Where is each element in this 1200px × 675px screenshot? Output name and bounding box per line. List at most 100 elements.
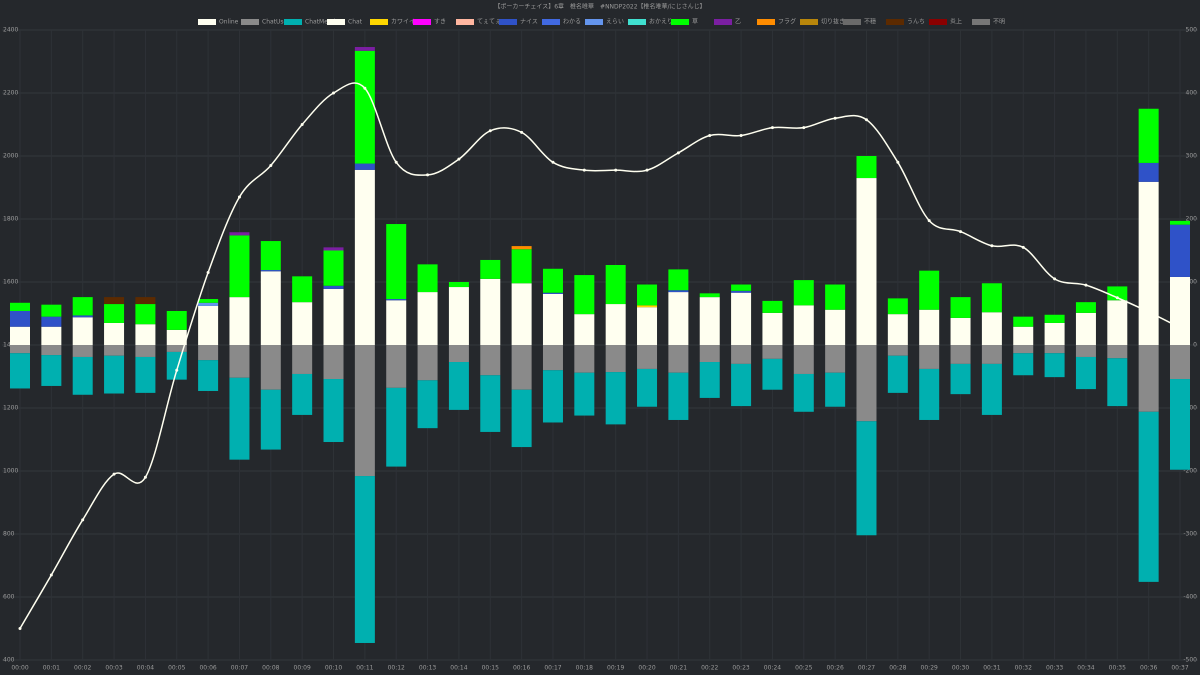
online-point [520,130,524,134]
bar-segment [762,345,783,359]
legend-swatch [800,19,818,25]
online-point [300,123,304,126]
bar-segment [480,375,501,432]
x-tick-label: 00:13 [419,665,436,672]
legend-label: ナイス [520,19,538,26]
bar-segment [41,355,62,386]
bar-segment [919,309,940,345]
bar-segment [637,345,658,369]
bar-segment [229,297,250,345]
bar-segment [260,270,281,272]
legend-label: 乙 [735,19,741,26]
bar-segment [1044,322,1065,345]
bar-segment [1138,411,1159,582]
bar-segment [605,372,626,425]
bar-segment [1013,345,1034,354]
y2-tick-label: -400 [1183,594,1197,601]
online-point [959,230,963,234]
online-point [896,160,900,164]
bar-segment [950,317,971,345]
bar-segment [919,345,940,369]
legend-swatch [886,19,904,25]
bar-segment [166,345,187,352]
bar-segment [480,278,501,345]
legend-swatch [757,19,775,25]
bar-segment [762,358,783,390]
bar-segment [825,345,846,373]
online-point [1147,310,1151,314]
bar-segment [354,476,375,643]
bar-segment [1138,345,1159,412]
legend-label: うんち [907,19,925,26]
bar-segment [41,316,62,327]
bar-segment [41,304,62,317]
online-point [1021,245,1025,249]
legend-label: 不穏 [864,18,876,26]
bar-segment [825,372,846,407]
bar-segment [354,163,375,170]
legend-label: Online [219,19,239,26]
bar-segment [887,345,908,356]
bar-segment [637,305,658,308]
bar-segment [104,345,125,356]
x-tick-label: 00:16 [513,665,530,672]
online-point [708,134,712,138]
bar-segment [323,345,344,380]
bar-segment [229,345,250,378]
bar-segment [919,270,940,310]
bar-segment [950,297,971,318]
legend-swatch [499,19,517,25]
online-point [1115,296,1119,300]
y-tick-label: 2400 [3,27,18,34]
bar-segment [1044,353,1065,378]
bar-segment [229,235,250,298]
bar-segment [41,326,62,345]
x-tick-label: 00:01 [43,665,60,672]
bar-segment [1075,345,1096,357]
legend-label: 切り抜き [821,18,845,26]
legend-swatch [413,19,431,25]
bar-segment [731,284,752,291]
bar-segment [668,292,689,345]
online-point [269,163,273,167]
bar-segment [386,224,407,300]
y2-tick-label: 300 [1186,153,1198,160]
bar-segment [762,312,783,345]
bar-segment [950,345,971,364]
legend-swatch [972,19,990,25]
x-tick-label: 00:32 [1015,665,1032,672]
bar-segment [260,389,281,450]
x-tick-label: 00:24 [764,665,781,672]
legend-swatch [542,19,560,25]
bar-segment [417,292,438,345]
y2-tick-label: -300 [1183,531,1197,538]
bar-segment [574,372,595,416]
online-point [551,160,555,164]
bar-segment [354,169,375,345]
x-tick-label: 00:08 [262,665,279,672]
bar-segment [323,288,344,345]
bar-segment [1170,379,1190,470]
online-point [488,129,492,133]
online-point [864,118,868,122]
bar-segment [1107,300,1128,345]
bar-segment [135,304,156,325]
x-tick-label: 00:28 [889,665,906,672]
bar-segment [668,290,689,293]
y2-tick-label: 200 [1186,216,1198,223]
bar-segment [637,307,658,345]
bar-segment [699,297,720,345]
y-tick-label: 600 [3,594,15,601]
bar-segment [292,373,313,415]
bar-segment [386,300,407,345]
x-tick-label: 00:14 [450,665,467,672]
bar-segment [981,312,1002,345]
online-point [833,116,837,120]
x-tick-label: 00:30 [952,665,969,672]
bar-segment [887,298,908,315]
bar-segment [511,246,532,250]
bar-segment [825,309,846,345]
online-point [645,168,649,172]
y2-tick-label: -200 [1183,468,1197,475]
bar-segment [260,271,281,345]
